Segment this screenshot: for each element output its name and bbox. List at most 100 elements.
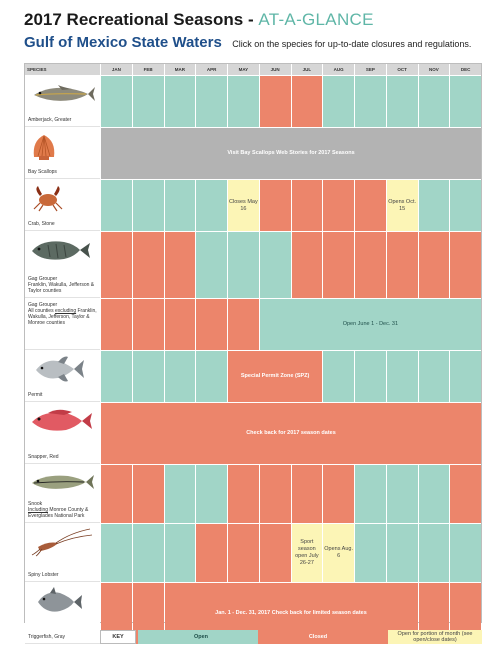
month-cell [259,524,291,582]
month-cell [418,180,450,231]
month-cell [418,232,450,298]
species-label: Snook Including Monroe County & Everglade… [28,501,98,519]
month-cell [418,524,450,582]
subtitle-main: Gulf of Mexico State Waters [24,34,222,51]
month-cell [450,465,481,523]
month-cell [323,232,354,298]
month-cell [291,465,323,523]
month-cell [228,76,259,127]
month-cell [132,465,164,523]
species-sublabel-rest: Franklin, Wakulla, Jefferson, Taylor & M… [28,308,97,326]
month-cell [164,299,196,350]
month-cell [450,180,481,231]
species-label: Gag Grouper All counties excluding Frankl… [28,302,98,326]
gag-grouper-open-span: Open June 1 - Dec. 31 [259,299,481,350]
species-label-name: Gag Grouper [28,276,58,282]
month-header: FEB [132,64,164,75]
scallops-note-cell[interactable]: Visit Bay Scallops Web Stories for 2017 … [101,128,481,179]
month-cell [101,232,132,298]
species-spiny-lobster[interactable]: Spiny Lobster [25,524,100,582]
month-cell [418,76,450,127]
month-cell [355,465,386,523]
month-cell [386,76,418,127]
species-gray-triggerfish[interactable]: Triggerfish, Gray [25,583,100,644]
instruction-note: Click on the species for up-to-date clos… [232,39,472,49]
legend: KEY Open Closed Open for portion of mont… [24,628,482,646]
snook-fish-icon [32,475,94,489]
page-subtitle: Gulf of Mexico State Waters Click on the… [24,34,494,52]
month-header: JUN [259,64,291,75]
crab-opens-cell: Opens Oct. 15 [386,180,418,231]
month-header: NOV [418,64,450,75]
species-bay-scallops[interactable]: Bay Scallops [25,128,100,179]
species-permit[interactable]: Permit [25,351,100,402]
species-label: Bay Scallops [28,169,57,175]
month-cell [355,232,386,298]
species-stone-crab[interactable]: Crab, Stone [25,180,100,231]
month-cell [228,465,259,523]
month-cell [164,180,196,231]
month-cell [132,351,164,402]
species-sublabel: Franklin, Wakulla, Jefferson & Taylor co… [28,282,95,294]
species-label: Spiny Lobster [28,572,59,578]
title-separator: - [243,10,259,29]
month-cell [418,351,450,402]
species-label-name: Snook [28,501,43,507]
month-cell [196,76,227,127]
red-snapper-fish-icon [32,409,92,431]
month-cell [164,524,196,582]
species-amberjack[interactable]: Amberjack, Greater [25,76,100,127]
month-cell [196,465,227,523]
month-cell [164,232,196,298]
month-cell [259,465,291,523]
species-snook[interactable]: Snook Including Monroe County & Everglade… [25,465,100,523]
gray-triggerfish-icon [38,587,82,612]
month-cell [132,76,164,127]
legend-key-label: KEY [100,630,136,644]
species-label: Permit [28,392,43,398]
month-cell [132,524,164,582]
month-header: OCT [386,64,418,75]
month-cell [101,299,132,350]
month-cell [259,180,291,231]
species-red-snapper[interactable]: Snapper, Red [25,403,100,464]
amberjack-fish-icon [34,85,95,101]
snapper-note-span: Check back for 2017 season dates [101,403,481,464]
lobster-opens-cell: Opens Aug. 6 [323,524,354,582]
title-main: 2017 Recreational Seasons [24,10,244,29]
month-cell [450,351,481,402]
title-accent: AT-A-GLANCE [258,10,374,29]
seasons-table: SPECIES JAN FEB MAR APR MAY JUN JUL AUG … [24,63,482,644]
species-gag-grouper-north[interactable]: Gag Grouper Franklin, Wakulla, Jefferson … [25,232,100,298]
species-sublabel: All counties [28,308,55,314]
species-header: SPECIES [25,64,100,75]
month-header: DEC [450,64,481,75]
month-cell [101,180,132,231]
month-cell [164,351,196,402]
month-cell [132,299,164,350]
month-header: JUL [291,64,323,75]
month-cell [164,76,196,127]
lobster-sport-season-cell: Sport season open July 26-27 [291,524,323,582]
species-sublabel-emphasis: Including [28,507,49,513]
month-cell [228,299,259,350]
permit-spz-span: Special Permit Zone (SPZ) [228,351,323,402]
month-header: JAN [101,64,132,75]
month-cell [228,232,259,298]
month-cell [196,524,227,582]
month-header: AUG [323,64,354,75]
month-cell [196,180,227,231]
month-header: APR [196,64,227,75]
month-cell [196,351,227,402]
month-cell [291,232,323,298]
month-cell [101,351,132,402]
species-gag-grouper-other[interactable]: Gag Grouper All counties excluding Frankl… [25,299,100,350]
month-cell [164,465,196,523]
month-cell [418,465,450,523]
month-cell [386,351,418,402]
month-cell [323,76,354,127]
month-cell [132,180,164,231]
species-sublabel-emphasis: excluding [54,308,77,314]
legend-partial: Open for portion of month (see open/clos… [388,630,482,644]
species-label: Gag Grouper Franklin, Wakulla, Jefferson … [28,276,98,294]
